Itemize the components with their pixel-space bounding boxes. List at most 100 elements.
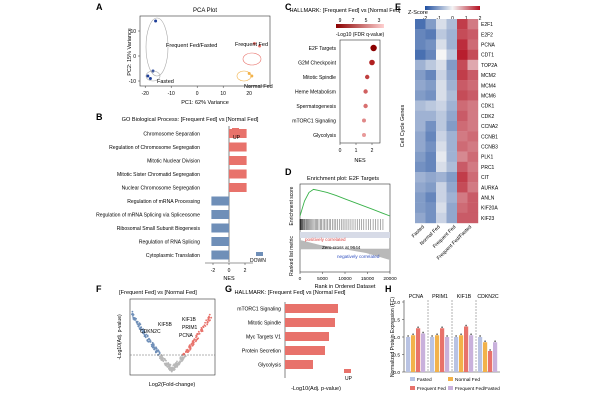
panel-letter-f: F bbox=[96, 284, 102, 294]
volcano-label-pcna: PCNA bbox=[179, 333, 194, 339]
volcano-point bbox=[186, 348, 189, 351]
volcano-point bbox=[204, 325, 207, 327]
heatmap-cell bbox=[415, 110, 426, 122]
volcano-point bbox=[157, 349, 160, 352]
volcano-point bbox=[175, 364, 178, 367]
pca-xtick-label: -10 bbox=[168, 91, 175, 97]
heatmap-cell bbox=[415, 70, 426, 81]
hallmark-bar-legend-up: UP bbox=[345, 376, 353, 382]
heatmap-row-label: PRC1 bbox=[481, 165, 495, 171]
volcano-point bbox=[195, 340, 197, 343]
heatmap-colorbar bbox=[425, 6, 480, 10]
volcano-point bbox=[167, 362, 170, 364]
volcano-point bbox=[150, 345, 153, 348]
pca-ytick-label: 0 bbox=[133, 54, 136, 60]
heatmap-cell bbox=[436, 80, 447, 91]
protein-point bbox=[417, 326, 419, 329]
volcano-point bbox=[153, 347, 156, 349]
heatmap-cell bbox=[457, 19, 468, 30]
heatmap-cell bbox=[415, 59, 426, 71]
protein-legend-label: Fasted bbox=[417, 377, 432, 383]
pca-point bbox=[148, 77, 152, 80]
protein-point bbox=[494, 340, 496, 343]
volcano-point bbox=[144, 334, 147, 337]
volcano-point bbox=[208, 315, 210, 318]
heatmap-cell bbox=[446, 131, 458, 142]
heatmap-cell bbox=[457, 70, 468, 81]
hallmark-bar-legend-swatch bbox=[344, 369, 351, 373]
pca-ellipse-fed-fasted bbox=[145, 17, 169, 77]
heatmap-cell bbox=[457, 212, 468, 224]
hallmark-dot-xtick-label: 1 bbox=[355, 148, 358, 154]
volcano-point bbox=[151, 346, 154, 349]
go-bar bbox=[229, 183, 247, 192]
hallmark-dot bbox=[365, 74, 370, 80]
heatmap-cell bbox=[415, 141, 426, 152]
heatmap-cell bbox=[436, 19, 447, 30]
volcano-point bbox=[163, 362, 166, 365]
go-bar bbox=[211, 223, 229, 233]
heatmap-cell bbox=[457, 29, 468, 40]
volcano-point bbox=[135, 321, 138, 324]
heatmap-cell bbox=[467, 172, 479, 183]
heatmap-cell bbox=[425, 141, 437, 152]
heatmap-cell bbox=[436, 49, 447, 60]
volcano-point bbox=[149, 340, 152, 343]
protein-point bbox=[436, 333, 438, 336]
go-xlabel: NES bbox=[223, 276, 235, 282]
protein-ytick-label: 1.0 bbox=[393, 335, 400, 341]
heatmap-cell bbox=[436, 192, 447, 203]
panel-letter-h: H bbox=[385, 284, 392, 294]
volcano-point bbox=[179, 361, 182, 364]
volcano-point bbox=[133, 317, 136, 320]
heatmap-cell bbox=[467, 100, 479, 111]
heatmap-cell bbox=[457, 151, 468, 162]
heatmap-cell bbox=[436, 29, 447, 40]
volcano-point bbox=[140, 329, 143, 331]
heatmap-cell bbox=[436, 212, 447, 224]
heatmap-row-label: ANLN bbox=[481, 196, 495, 202]
heatmap-cell bbox=[436, 59, 447, 71]
heatmap-row-label: AURKA bbox=[481, 185, 499, 191]
volcano-point bbox=[137, 325, 140, 328]
hallmark-dot-title: HALLMARK: [Frequent Fed] vs [Normal Fed] bbox=[290, 8, 401, 14]
heatmap-cell bbox=[425, 121, 437, 132]
go-legend-down: DOWN bbox=[250, 258, 266, 264]
hallmark-colorbar-label: -Log10 (FDR q-value) bbox=[336, 32, 385, 38]
go-xtick-label: 0 bbox=[228, 268, 231, 274]
go-category-label: Cytoplasmic Translation bbox=[146, 253, 200, 259]
panel-letter-d: D bbox=[285, 167, 292, 177]
go-legend-up: UP bbox=[233, 135, 241, 141]
gsea-xtick-label: 0 bbox=[299, 276, 302, 282]
volcano-point bbox=[171, 368, 174, 371]
heatmap-cell bbox=[415, 151, 426, 162]
protein-point bbox=[412, 333, 414, 336]
heatmap-cell bbox=[467, 121, 479, 132]
heatmap-cell bbox=[457, 161, 468, 173]
hallmark-dot bbox=[363, 89, 368, 94]
heatmap-cell bbox=[415, 192, 426, 203]
go-title: GO Biological Process: [Frequent Fed] vs… bbox=[122, 117, 259, 123]
pca-label-normal-fed: Normal Fed bbox=[244, 84, 273, 90]
volcano-point bbox=[172, 364, 175, 367]
heatmap-cell bbox=[415, 202, 426, 213]
heatmap-cell bbox=[436, 151, 447, 162]
pca-label-fasted: Fasted bbox=[157, 79, 174, 85]
volcano-point bbox=[148, 337, 150, 340]
hallmark-bar-title: HALLMARK: [Frequent Fed] vs [Normal Fed] bbox=[235, 290, 346, 296]
heatmap-cell bbox=[436, 161, 447, 173]
heatmap-cell bbox=[425, 80, 437, 91]
heatmap-cell bbox=[467, 39, 479, 50]
heatmap-cell bbox=[446, 29, 458, 40]
pca-ylabel: PC2: 15% Variance bbox=[127, 28, 133, 76]
hallmark-bar bbox=[285, 360, 313, 369]
heatmap-row-label: CCNB3 bbox=[481, 145, 498, 151]
heatmap-cell bbox=[457, 100, 468, 111]
hallmark-dot-xtick-label: 2 bbox=[371, 148, 374, 154]
volcano-point bbox=[206, 323, 209, 326]
heatmap-cell bbox=[446, 141, 458, 152]
protein-bar bbox=[469, 335, 474, 372]
heatmap-cell bbox=[415, 131, 426, 142]
heatmap-cell bbox=[425, 172, 437, 183]
volcano-point bbox=[182, 352, 185, 355]
